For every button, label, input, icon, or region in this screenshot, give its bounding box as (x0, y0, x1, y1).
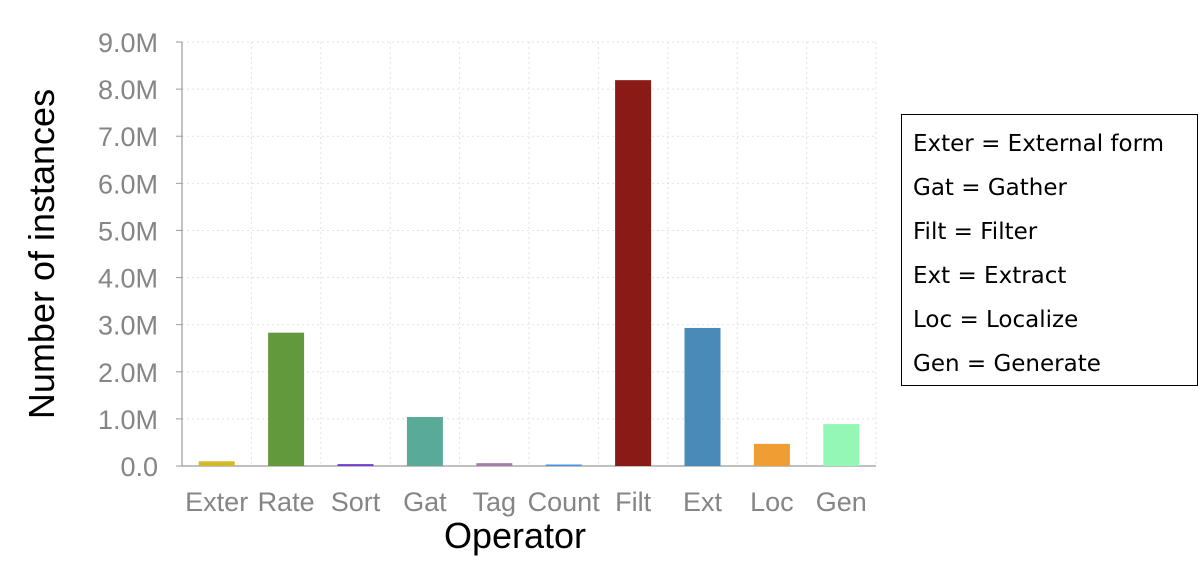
x-tick-label: Rate (258, 487, 315, 517)
y-tick-label: 2.0M (98, 358, 158, 388)
bar-filt (615, 80, 652, 466)
bar-loc (753, 443, 790, 466)
x-tick-labels: Exter Rate Sort Gat Tag Count Filt Ext Loc Gen (185, 487, 867, 517)
x-tick-label: Loc (750, 487, 794, 517)
legend-entry: Loc = Localize (913, 307, 1079, 333)
y-tick-label: 8.0M (98, 75, 158, 105)
x-tick-label: Ext (683, 487, 723, 517)
x-tick-label: Gen (816, 487, 867, 517)
y-tick-label: 0.0 (120, 452, 158, 482)
y-tick-label: 4.0M (98, 264, 158, 294)
x-tick-label: Tag (473, 487, 517, 517)
y-axis-title: Number of instances (21, 89, 62, 419)
legend-entry: Filt = Filter (913, 219, 1038, 245)
bar-ext (684, 327, 721, 466)
x-axis-title: Operator (444, 515, 586, 556)
y-tick-label: 5.0M (98, 216, 158, 246)
grid-lines (182, 41, 877, 466)
bar-exter (198, 461, 235, 466)
x-tick-label: Count (528, 487, 601, 517)
y-tick-label: 1.0M (98, 405, 158, 435)
bars (198, 80, 860, 466)
y-tick-label: 6.0M (98, 169, 158, 199)
bar-tag (476, 463, 513, 466)
x-tick-label: Filt (615, 487, 651, 517)
bar-gen (823, 424, 860, 466)
legend-entry: Exter = External form (913, 131, 1165, 157)
y-tick-label: 7.0M (98, 122, 158, 152)
x-tick-label: Gat (403, 487, 447, 517)
legend-entry: Ext = Extract (913, 263, 1067, 289)
y-tick-label: 3.0M (98, 311, 158, 341)
abbreviation-legend: Exter = External form Gat = Gather Filt = … (901, 114, 1198, 386)
x-tick-label: Sort (331, 487, 381, 517)
bar-rate (268, 332, 305, 466)
y-tick-label: 9.0M (98, 28, 158, 58)
legend-entry: Gen = Generate (913, 351, 1101, 377)
legend-entry: Gat = Gather (913, 175, 1067, 201)
y-tick-labels: 0.0 1.0M 2.0M 3.0M 4.0M 5.0M 6.0M 7.0M 8.0M 9.0M (98, 28, 158, 482)
x-tick-label: Exter (185, 487, 248, 517)
bar-gat (406, 417, 443, 466)
bar-sort (337, 464, 374, 466)
bar-count (545, 464, 582, 466)
